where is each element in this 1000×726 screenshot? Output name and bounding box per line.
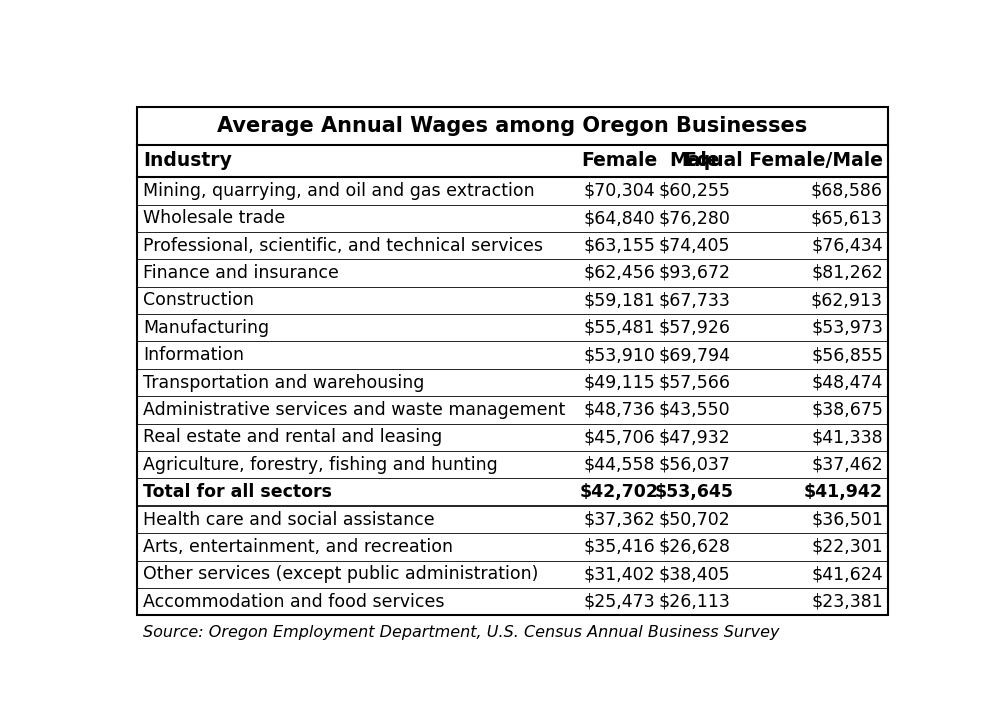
Text: Transportation and warehousing: Transportation and warehousing	[143, 374, 424, 391]
Text: $48,736: $48,736	[584, 401, 655, 419]
Text: $76,434: $76,434	[811, 237, 883, 255]
Text: Equal Female/Male: Equal Female/Male	[684, 152, 883, 171]
Text: $45,706: $45,706	[584, 428, 655, 446]
Text: Female: Female	[581, 152, 658, 171]
Text: $26,113: $26,113	[659, 592, 731, 611]
Text: $37,462: $37,462	[811, 456, 883, 474]
Text: $23,381: $23,381	[811, 592, 883, 611]
Text: Agriculture, forestry, fishing and hunting: Agriculture, forestry, fishing and hunti…	[143, 456, 498, 474]
Text: $56,037: $56,037	[659, 456, 731, 474]
Text: Professional, scientific, and technical services: Professional, scientific, and technical …	[143, 237, 543, 255]
Text: Other services (except public administration): Other services (except public administra…	[143, 566, 538, 583]
Text: Arts, entertainment, and recreation: Arts, entertainment, and recreation	[143, 538, 453, 556]
Text: $57,566: $57,566	[659, 374, 731, 391]
Text: $76,280: $76,280	[659, 209, 731, 227]
Text: $35,416: $35,416	[584, 538, 655, 556]
Text: $60,255: $60,255	[659, 182, 731, 200]
Text: $69,794: $69,794	[659, 346, 731, 364]
Text: $53,973: $53,973	[811, 319, 883, 337]
Text: $22,301: $22,301	[811, 538, 883, 556]
Text: $59,181: $59,181	[584, 291, 655, 309]
Text: $53,910: $53,910	[584, 346, 655, 364]
Text: $47,932: $47,932	[659, 428, 730, 446]
Text: Mining, quarrying, and oil and gas extraction: Mining, quarrying, and oil and gas extra…	[143, 182, 534, 200]
Text: $63,155: $63,155	[584, 237, 655, 255]
Text: Administrative services and waste management: Administrative services and waste manage…	[143, 401, 565, 419]
Text: $36,501: $36,501	[811, 510, 883, 529]
Text: $67,733: $67,733	[659, 291, 731, 309]
FancyBboxPatch shape	[137, 107, 888, 616]
Text: $41,942: $41,942	[804, 483, 883, 501]
Text: Total for all sectors: Total for all sectors	[143, 483, 332, 501]
Text: $25,473: $25,473	[584, 592, 655, 611]
Text: $42,702: $42,702	[580, 483, 659, 501]
Text: $41,624: $41,624	[811, 566, 883, 583]
Text: Health care and social assistance: Health care and social assistance	[143, 510, 434, 529]
Text: $62,913: $62,913	[811, 291, 883, 309]
Text: $38,405: $38,405	[659, 566, 730, 583]
Text: $53,645: $53,645	[655, 483, 734, 501]
Text: $55,481: $55,481	[584, 319, 655, 337]
Text: Finance and insurance: Finance and insurance	[143, 264, 339, 282]
Text: $70,304: $70,304	[584, 182, 655, 200]
Text: $44,558: $44,558	[584, 456, 655, 474]
Text: $49,115: $49,115	[584, 374, 655, 391]
Text: Average Annual Wages among Oregon Businesses: Average Annual Wages among Oregon Busine…	[217, 115, 808, 136]
Text: $57,926: $57,926	[659, 319, 731, 337]
Text: $31,402: $31,402	[584, 566, 655, 583]
Text: $38,675: $38,675	[811, 401, 883, 419]
Text: Construction: Construction	[143, 291, 254, 309]
Text: $37,362: $37,362	[584, 510, 655, 529]
Text: $26,628: $26,628	[659, 538, 731, 556]
Text: $68,586: $68,586	[811, 182, 883, 200]
Text: Manufacturing: Manufacturing	[143, 319, 269, 337]
Text: $48,474: $48,474	[812, 374, 883, 391]
Text: $74,405: $74,405	[659, 237, 730, 255]
Text: $41,338: $41,338	[811, 428, 883, 446]
Text: $43,550: $43,550	[659, 401, 730, 419]
Text: $62,456: $62,456	[584, 264, 655, 282]
Text: Wholesale trade: Wholesale trade	[143, 209, 285, 227]
Text: Source: Oregon Employment Department, U.S. Census Annual Business Survey: Source: Oregon Employment Department, U.…	[143, 624, 779, 640]
Text: Information: Information	[143, 346, 244, 364]
Text: $81,262: $81,262	[811, 264, 883, 282]
Text: Real estate and rental and leasing: Real estate and rental and leasing	[143, 428, 442, 446]
Text: $56,855: $56,855	[811, 346, 883, 364]
Text: Accommodation and food services: Accommodation and food services	[143, 592, 444, 611]
Text: Male: Male	[669, 152, 720, 171]
Text: $50,702: $50,702	[659, 510, 730, 529]
Text: $93,672: $93,672	[659, 264, 731, 282]
Text: $64,840: $64,840	[584, 209, 655, 227]
Text: Industry: Industry	[143, 152, 232, 171]
Text: $65,613: $65,613	[811, 209, 883, 227]
